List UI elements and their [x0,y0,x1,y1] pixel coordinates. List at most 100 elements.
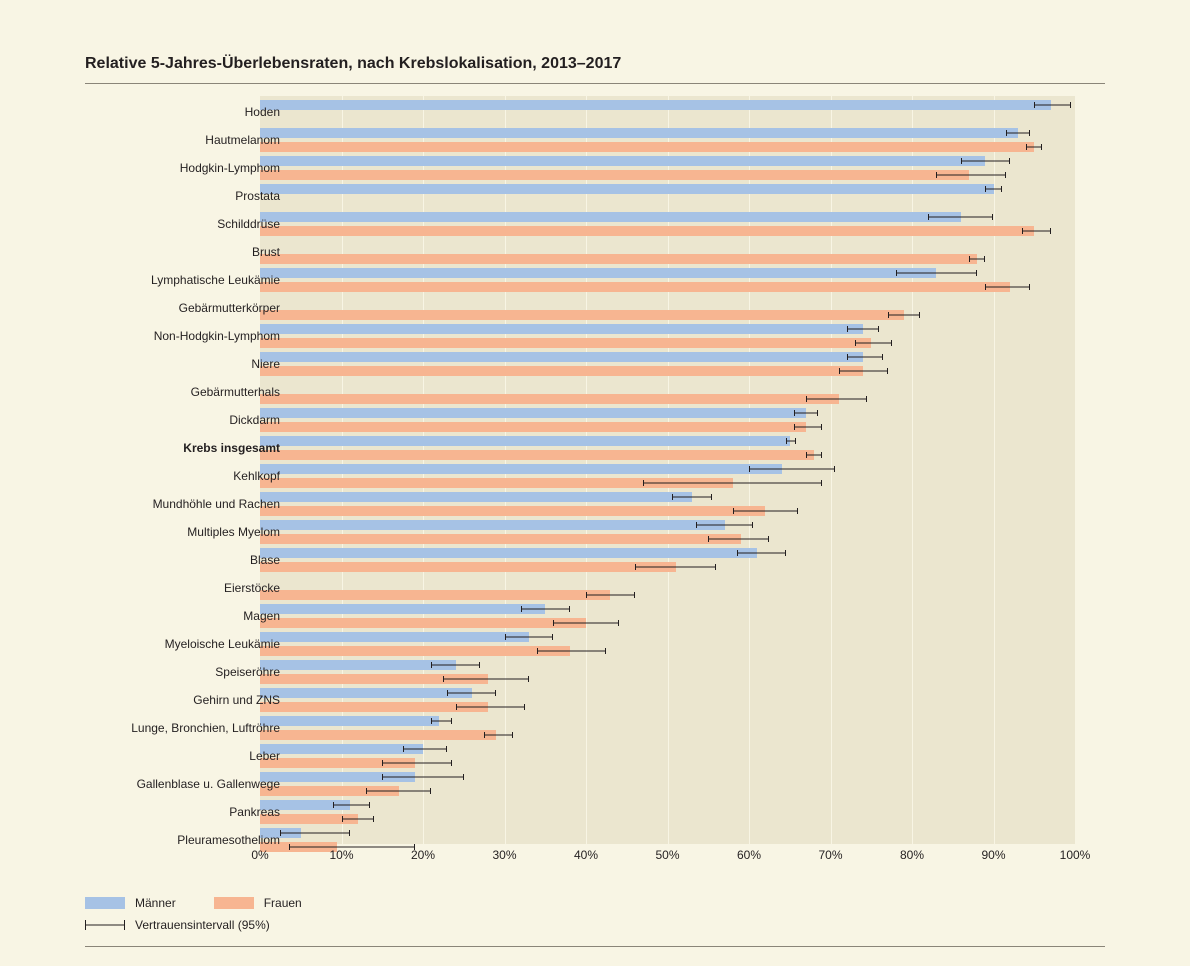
bar-men [260,604,545,614]
bar-men [260,772,415,782]
y-axis-label: Gehirn und ZNS [193,694,280,706]
bottom-rule [85,946,1105,947]
bar-men [260,520,725,530]
bar-men [260,128,1018,138]
bar-women [260,310,904,320]
x-tick-label: 70% [818,848,842,862]
y-axis-label: Hodgkin-Lymphom [180,162,280,174]
bar-women [260,254,977,264]
x-tick-label: 90% [981,848,1005,862]
bar-men [260,212,961,222]
bar-women [260,142,1034,152]
x-tick-label: 30% [492,848,516,862]
y-axis-label: Eierstöcke [224,582,280,594]
legend-label-ci: Vertrauensintervall (95%) [135,918,270,932]
bar-women [260,422,806,432]
bar-women [260,170,969,180]
bar-women [260,618,586,628]
x-tick-label: 50% [655,848,679,862]
bar-women [260,506,765,516]
bar-women [260,394,839,404]
y-axis-label: Pleuramesotheliom [177,834,280,846]
bar-women [260,590,610,600]
grid-line [912,96,913,844]
bar-men [260,436,790,446]
legend-label-women: Frauen [264,896,302,910]
y-axis-label: Schilddrüse [217,218,280,230]
y-axis-label: Myeloische Leukämie [165,638,280,650]
y-axis-label: Leber [249,750,280,762]
bar-women [260,338,871,348]
grid-line [994,96,995,844]
bar-men [260,660,456,670]
plot-area [260,96,1075,844]
bar-women [260,534,741,544]
grid-line [831,96,832,844]
y-axis-label: Prostata [235,190,280,202]
bar-men [260,548,757,558]
legend-item-women: Frauen [214,896,302,910]
bar-women [260,366,863,376]
x-tick-label: 60% [737,848,761,862]
swatch-men [85,897,125,909]
legend: Männer Frauen Vertrauensintervall (95%) [85,896,1105,932]
y-axis-label: Dickdarm [229,414,280,426]
y-axis-label: Kehlkopf [233,470,280,482]
bar-men [260,156,985,166]
bar-men [260,352,863,362]
bar-women [260,702,488,712]
bar-women [260,478,733,488]
swatch-women [214,897,254,909]
x-tick-label: 0% [251,848,268,862]
bar-women [260,674,488,684]
chart-area: 0% 10% 20% 30% 40% 50% 60% 70% 80% 90% 100% Hoden Ha… [85,96,1105,866]
bar-men [260,744,423,754]
y-axis-label: Brust [252,246,280,258]
bar-men [260,492,692,502]
bar-men [260,324,863,334]
bar-men [260,464,782,474]
y-axis-label: Non-Hodgkin-Lymphom [154,330,280,342]
x-tick-label: 100% [1060,848,1091,862]
legend-item-ci: Vertrauensintervall (95%) [85,918,270,932]
y-axis-label: Magen [243,610,280,622]
y-axis-label: Mundhöhle und Rachen [153,498,280,510]
y-axis-label: Multiples Myelom [187,526,280,538]
y-axis-label: Niere [251,358,280,370]
x-tick-label: 20% [411,848,435,862]
bar-men [260,184,994,194]
y-axis-label: Gebärmutterhals [191,386,280,398]
legend-label-men: Männer [135,896,176,910]
y-axis-label: Hoden [245,106,280,118]
y-axis-label: Lunge, Bronchien, Luftröhre [131,722,280,734]
y-axis-label: Lymphatische Leukämie [151,274,280,286]
bar-men [260,632,529,642]
bar-men [260,688,472,698]
bar-women [260,758,415,768]
x-tick-label: 80% [900,848,924,862]
x-tick-label: 10% [329,848,353,862]
bar-men [260,268,936,278]
bar-women [260,786,399,796]
y-axis-label: Hautmelanom [205,134,280,146]
bar-women [260,282,1010,292]
legend-item-men: Männer [85,896,176,910]
bar-men [260,408,806,418]
y-axis-label: Speiseröhre [215,666,280,678]
bar-women [260,226,1034,236]
bar-men [260,716,439,726]
bar-women [260,450,814,460]
chart-title: Relative 5-Jahres-Überlebensraten, nach … [85,55,1105,73]
bar-women [260,730,496,740]
bar-men [260,100,1051,110]
ci-icon [85,919,125,931]
y-axis-label: Blase [250,554,280,566]
y-axis-label: Krebs insgesamt [183,442,280,454]
y-axis-label: Gallenblase u. Gallenwege [137,778,280,790]
bar-women [260,646,570,656]
x-tick-label: 40% [574,848,598,862]
top-rule [85,83,1105,84]
bar-women [260,562,676,572]
y-axis-label: Pankreas [229,806,280,818]
y-axis-label: Gebärmutterkörper [179,302,280,314]
